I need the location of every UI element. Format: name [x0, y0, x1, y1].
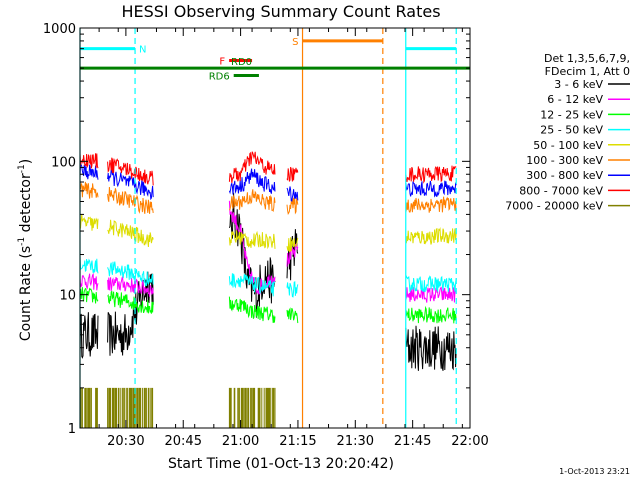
legend-label-4: 25 - 50 keV	[540, 124, 603, 137]
axes: 20:30 20:45 21:00 21:15 21:30 21:45 22:00 1 10 10…	[43, 22, 489, 449]
x-tick-label-3: 21:00	[222, 434, 259, 449]
y-tick-label-1: 1	[68, 422, 76, 437]
x-tick-label-7: 22:00	[451, 434, 488, 449]
series-line-4	[79, 256, 457, 298]
legend-label-6: 100 - 300 keV	[526, 154, 603, 167]
flag-label-rd6: RD6	[209, 72, 230, 83]
legend-header-line-2: FDecim 1, Att 0	[545, 65, 630, 78]
x-axis-label: Start Time (01-Oct-13 20:20:42)	[168, 456, 394, 472]
flag-label-s: S	[292, 37, 298, 48]
series-line-8	[79, 151, 457, 186]
chart-title: HESSI Observing Summary Count Rates	[121, 2, 440, 21]
x-tick-label-2: 20:45	[165, 434, 202, 449]
footer-timestamp: 1-Oct-2013 23:21	[559, 467, 630, 476]
legend-label-8: 800 - 7000 keV	[519, 184, 603, 197]
y-tick-label-2: 10	[59, 289, 76, 304]
y-tick-label-4: 1000	[43, 22, 76, 37]
x-tick-label-4: 21:15	[279, 434, 316, 449]
legend-label-2: 6 - 12 keV	[547, 93, 603, 106]
legend-label-5: 50 - 100 keV	[533, 139, 603, 152]
legend-label-9: 7000 - 20000 keV	[505, 200, 603, 213]
legend-header-line-1: Det 1,3,5,6,7,9,	[544, 52, 630, 65]
plot-frame	[79, 27, 471, 429]
series-line-7	[79, 162, 457, 202]
x-tick-label-5: 21:30	[337, 434, 374, 449]
series-line-5	[79, 214, 457, 253]
series-line-3	[79, 287, 457, 324]
legend-label-7: 300 - 800 keV	[526, 169, 603, 182]
flag-label-n: N	[139, 45, 146, 56]
y-axis-label: Count Rate (s-1 detector-1)	[17, 159, 34, 341]
x-tick-label-6: 21:45	[394, 434, 431, 449]
y-tick-label-3: 100	[51, 155, 76, 170]
series-line-6	[79, 181, 457, 216]
legend-label-3: 12 - 25 keV	[540, 108, 603, 121]
series-line-9	[80, 387, 276, 428]
flag-label-rd0: RD0	[231, 57, 252, 68]
flag-label-f: F	[219, 57, 225, 68]
legend-label-1: 3 - 6 keV	[554, 78, 603, 91]
x-tick-label-1: 20:30	[107, 434, 144, 449]
legend: Det 1,3,5,6,7,9,FDecim 1, Att 03 - 6 keV…	[505, 52, 630, 213]
